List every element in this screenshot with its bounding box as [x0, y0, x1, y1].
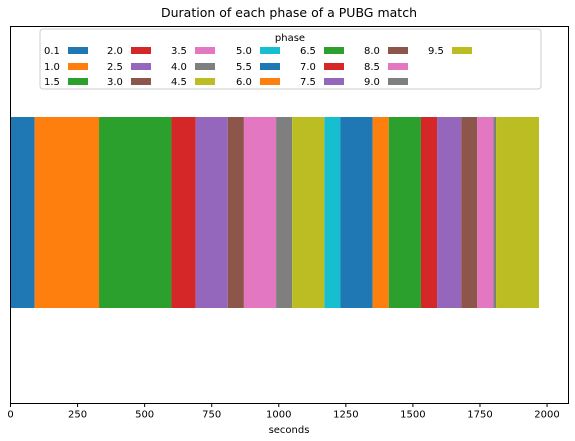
legend-label: 1.5 — [44, 77, 60, 88]
legend-label: 8.0 — [364, 46, 380, 57]
legend-label: 9.0 — [364, 77, 380, 88]
bar-segment-phase-1-5 — [99, 117, 172, 308]
x-tick-label: 1250 — [333, 410, 358, 421]
bar-segment-phase-4-0 — [276, 117, 293, 308]
bar-segment-phase-2-0 — [171, 117, 196, 308]
legend-label: 4.5 — [171, 77, 187, 88]
legend-swatch — [324, 63, 344, 70]
legend-label: 8.5 — [364, 62, 380, 73]
legend-swatch — [260, 78, 280, 85]
legend-swatch — [388, 63, 408, 70]
legend-swatch — [195, 47, 215, 54]
bar-segment-phase-8-0 — [461, 117, 478, 308]
legend-label: 6.5 — [300, 46, 316, 57]
bar-segment-phase-3-5 — [243, 117, 277, 308]
x-axis: 0 250 500 750 1000 1250 1500 1750 2000 — [7, 403, 560, 421]
legend-label: 2.5 — [107, 62, 123, 73]
legend-label: 2.0 — [107, 46, 123, 57]
legend-label: 9.5 — [428, 46, 444, 57]
x-tick-label: 500 — [135, 410, 154, 421]
bar-segment-phase-8-5 — [477, 117, 494, 308]
legend-swatch — [388, 47, 408, 54]
legend-swatch — [195, 63, 215, 70]
legend-swatch — [131, 63, 151, 70]
bar-segment-phase-5-5 — [340, 117, 373, 308]
legend: phase 0.1 1.0 1.5 2.0 2.5 3.0 3.5 4.0 4.5 5.0 5.5 6… — [39, 28, 542, 90]
x-tick-label: 2000 — [534, 410, 559, 421]
bar-segment-phase-0-1 — [10, 117, 35, 308]
bar-segment-phase-7-0 — [420, 117, 438, 308]
legend-label: 5.0 — [236, 46, 252, 57]
legend-label: 6.0 — [236, 77, 252, 88]
x-tick-label: 0 — [7, 410, 13, 421]
legend-swatch — [68, 63, 88, 70]
legend-label: 1.0 — [44, 62, 60, 73]
legend-swatch — [260, 63, 280, 70]
legend-swatch — [195, 78, 215, 85]
legend-label: 5.5 — [236, 62, 252, 73]
bar-segment-phase-4-5 — [292, 117, 325, 308]
legend-box — [39, 28, 542, 90]
plot-frame — [10, 26, 569, 404]
bar-segment-phase-5-0 — [324, 117, 341, 308]
legend-items: 0.1 1.0 1.5 2.0 2.5 3.0 3.5 4.0 4.5 5.0 5.5 6.0 6.5 7… — [44, 46, 472, 88]
legend-swatch — [68, 78, 88, 85]
legend-swatch — [452, 47, 472, 54]
bar-segment-phase-9-0 — [493, 117, 497, 308]
legend-swatch — [131, 47, 151, 54]
x-tick-label: 1750 — [467, 410, 492, 421]
x-tick-label: 1000 — [266, 410, 291, 421]
x-tick-label: 750 — [202, 410, 221, 421]
legend-swatch — [131, 78, 151, 85]
legend-label: 3.5 — [171, 46, 187, 57]
x-axis-label: seconds — [269, 425, 310, 436]
legend-label: 3.0 — [107, 77, 123, 88]
legend-swatch — [260, 47, 280, 54]
bar-segment-phase-2-5 — [195, 117, 228, 308]
x-tick-label: 250 — [68, 410, 87, 421]
legend-label: 7.0 — [300, 62, 316, 73]
bar-segment-phase-7-5 — [437, 117, 462, 308]
bar-segment-phase-1-0 — [34, 117, 100, 308]
legend-swatch — [68, 47, 88, 54]
bars — [10, 117, 539, 308]
bar-segment-phase-3-0 — [227, 117, 244, 308]
bar-segment-phase-6-0 — [372, 117, 389, 308]
bar-segment-phase-9-5 — [496, 117, 539, 308]
chart-title: Duration of each phase of a PUBG match — [161, 5, 417, 20]
legend-swatch — [324, 78, 344, 85]
legend-swatch — [388, 78, 408, 85]
bar-segment-phase-6-5 — [388, 117, 421, 308]
legend-label: 4.0 — [171, 62, 187, 73]
legend-label: 0.1 — [44, 46, 60, 57]
legend-swatch — [324, 47, 344, 54]
x-tick-label: 1500 — [400, 410, 425, 421]
legend-label: 7.5 — [300, 77, 316, 88]
legend-title: phase — [275, 33, 305, 44]
